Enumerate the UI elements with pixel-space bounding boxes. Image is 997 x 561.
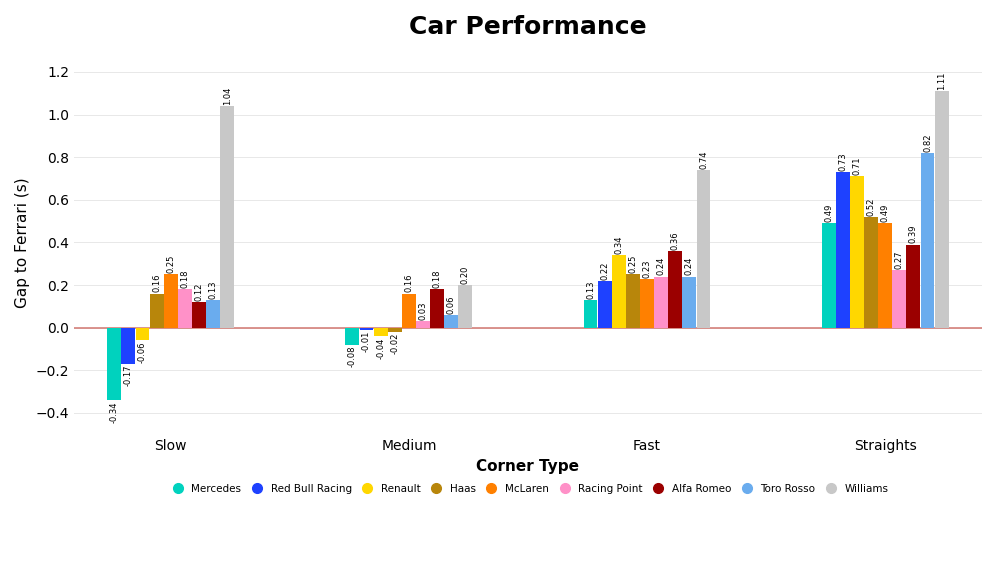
Bar [388,328,402,332]
Y-axis label: Gap to Ferrari (s): Gap to Ferrari (s) [15,177,30,308]
Bar [431,289,444,328]
Bar [598,280,611,328]
Bar [683,277,696,328]
Text: 0.25: 0.25 [166,255,175,273]
Bar [878,223,892,328]
Text: 0.36: 0.36 [671,231,680,250]
Bar [445,315,459,328]
Text: 0.74: 0.74 [699,150,708,169]
Text: 1.04: 1.04 [222,86,231,105]
Bar [360,328,374,330]
Text: 0.13: 0.13 [208,280,217,299]
Bar [626,274,640,328]
Bar [416,321,430,328]
Bar [346,328,359,344]
Text: 0.03: 0.03 [419,302,428,320]
Text: 0.06: 0.06 [447,295,456,314]
Bar [654,277,668,328]
Bar [178,289,191,328]
Bar [136,328,150,341]
Text: 0.24: 0.24 [685,257,694,275]
Text: 0.13: 0.13 [586,280,595,299]
Text: 0.16: 0.16 [153,274,162,292]
Legend: Mercedes, Red Bull Racing, Renault, Haas, McLaren, Racing Point, Alfa Romeo, Tor: Mercedes, Red Bull Racing, Renault, Haas… [164,480,892,498]
Bar [822,223,835,328]
Bar [935,91,948,328]
Bar [150,293,164,328]
Bar [402,293,416,328]
Text: -0.17: -0.17 [124,365,133,387]
Bar [192,302,206,328]
Text: -0.08: -0.08 [348,346,357,367]
Text: -0.02: -0.02 [390,333,399,355]
Text: 0.18: 0.18 [433,270,442,288]
Bar [220,106,234,328]
Text: 0.24: 0.24 [657,257,666,275]
Bar [640,279,654,328]
Bar [206,300,220,328]
Bar [697,170,711,328]
Text: 0.27: 0.27 [894,251,903,269]
Text: 0.25: 0.25 [628,255,637,273]
Bar [920,153,934,328]
Text: -0.01: -0.01 [362,331,371,352]
Bar [906,245,920,328]
Text: -0.04: -0.04 [376,337,385,358]
Text: 0.39: 0.39 [909,225,918,243]
Bar [374,328,388,336]
Bar [668,251,682,328]
Text: 1.11: 1.11 [937,72,946,90]
Text: -0.34: -0.34 [110,401,119,422]
Text: 0.73: 0.73 [838,153,847,171]
Text: 0.16: 0.16 [405,274,414,292]
Text: 0.22: 0.22 [600,261,609,280]
Text: 0.34: 0.34 [614,236,623,254]
Bar [850,176,863,328]
Text: 0.82: 0.82 [923,134,932,152]
X-axis label: Corner Type: Corner Type [477,458,579,473]
Bar [892,270,906,328]
Bar [459,285,473,328]
Bar [122,328,136,364]
Text: 0.23: 0.23 [642,259,651,278]
Title: Car Performance: Car Performance [409,15,647,39]
Bar [612,255,626,328]
Bar [864,217,878,328]
Text: 0.20: 0.20 [461,265,470,284]
Bar [583,300,597,328]
Text: 0.71: 0.71 [852,157,861,175]
Bar [835,172,849,328]
Text: 0.52: 0.52 [866,197,875,216]
Text: 0.18: 0.18 [180,270,189,288]
Text: 0.12: 0.12 [194,283,203,301]
Text: 0.49: 0.49 [880,204,889,222]
Text: 0.49: 0.49 [825,204,833,222]
Text: -0.06: -0.06 [138,342,147,363]
Bar [164,274,177,328]
Bar [108,328,122,400]
